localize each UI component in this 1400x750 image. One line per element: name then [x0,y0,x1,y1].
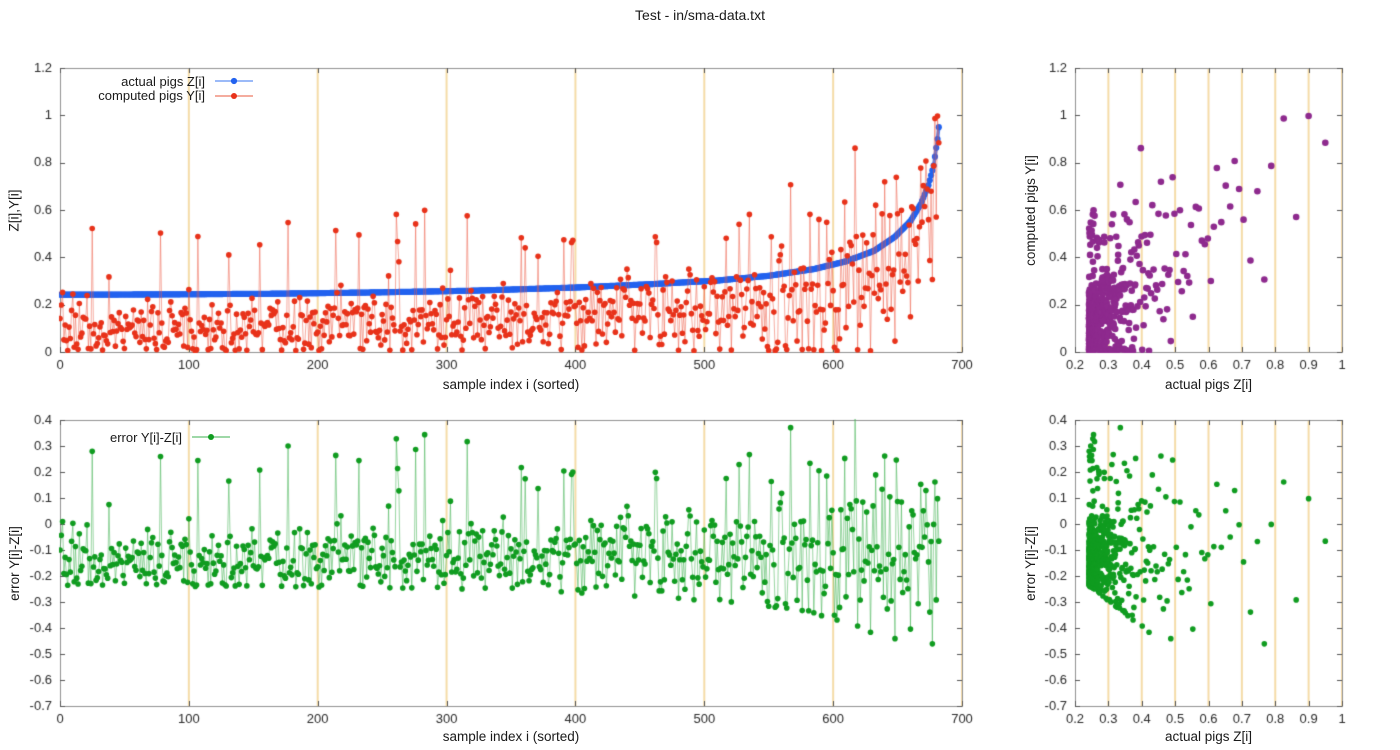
tl-yaxis-label: Z[i],Y[i] [6,188,22,232]
legend-entry-actual-pigs: actual pigs Z[i] [57,74,254,89]
br-xaxis-label: actual pigs Z[i] [1164,729,1253,744]
bl-xaxis-label: sample index i (sorted) [442,729,580,744]
legend-label: actual pigs Z[i] [121,73,205,89]
legend-label: computed pigs Y[i] [98,88,205,104]
legend-entry-error: error Y[i]-Z[i] [34,430,231,445]
tr-xaxis-label: actual pigs Z[i] [1164,377,1253,392]
legend-label: error Y[i]-Z[i] [110,429,182,445]
chart-title: Test - in/sma-data.txt [635,7,765,23]
green-linepoint-sample-icon [192,434,230,441]
tr-yaxis-label: computed pigs Y[i] [1022,154,1038,266]
tl-legend: actual pigs Z[i] computed pigs Y[i] [57,74,254,103]
legend-entry-computed-pigs: computed pigs Y[i] [57,88,254,104]
bl-yaxis-label: error Y[i]-Z[i] [6,525,22,601]
red-linepoint-sample-icon [215,92,253,99]
blue-linepoint-sample-icon [215,78,253,85]
br-yaxis-label: error Y[i]-Z[i] [1022,525,1038,601]
bl-legend: error Y[i]-Z[i] [34,430,231,445]
tl-xaxis-label: sample index i (sorted) [442,377,580,392]
